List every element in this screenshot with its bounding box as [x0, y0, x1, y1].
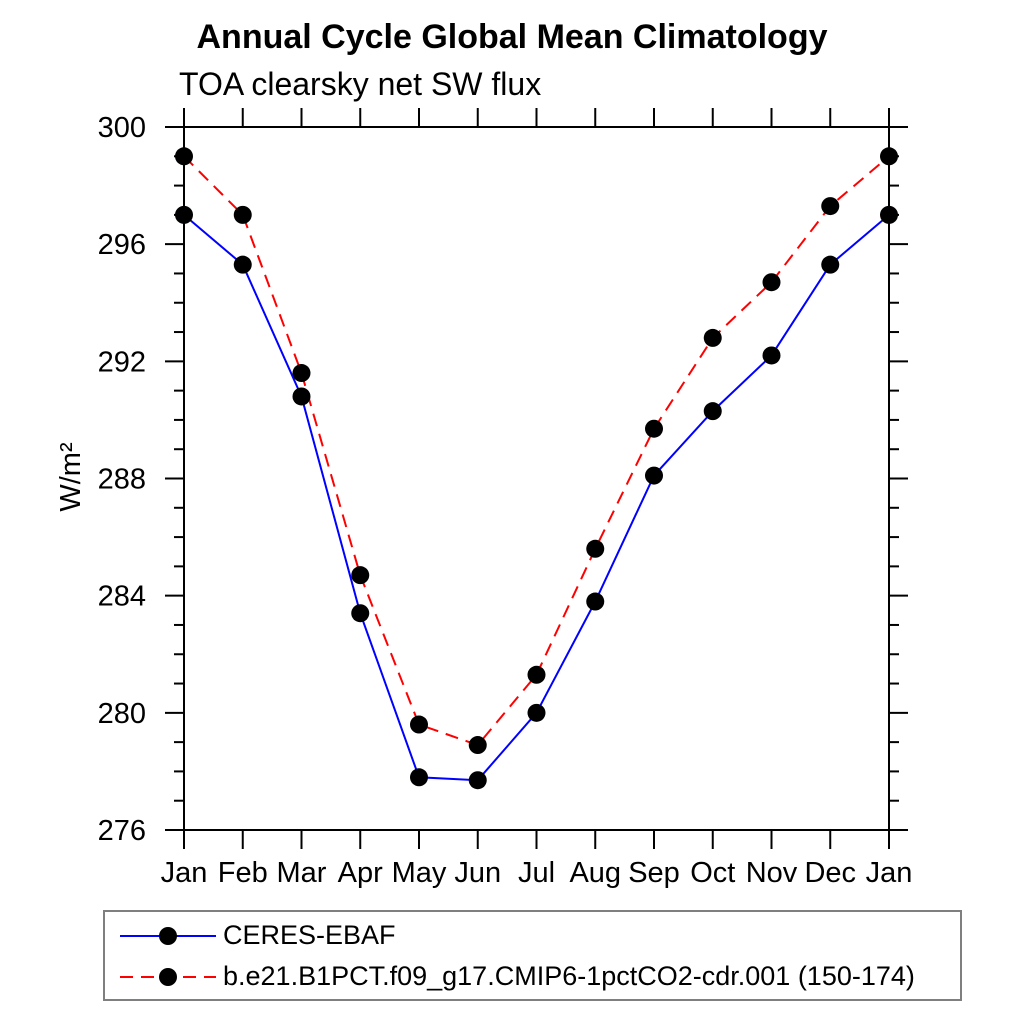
- x-tick-label-11: Dec: [804, 857, 856, 889]
- series-marker-0-2: [292, 387, 311, 406]
- series-marker-0-8: [645, 466, 663, 485]
- x-tick-label-7: Aug: [569, 857, 621, 889]
- y-tick-label-280: 280: [98, 698, 146, 730]
- series-marker-1-12: [880, 147, 898, 166]
- legend-item-ceres-ebaf: CERES-EBAF: [105, 915, 960, 956]
- series-marker-1-7: [586, 539, 605, 558]
- legend-item-model: b.e21.B1PCT.f09_g17.CMIP6-1pctCO2-cdr.00…: [105, 956, 960, 997]
- y-tick-label-284: 284: [98, 581, 146, 613]
- series-marker-0-3: [351, 604, 370, 623]
- series-marker-1-6: [527, 665, 546, 684]
- legend-sample-model: [120, 967, 216, 986]
- series-marker-1-1: [233, 205, 252, 224]
- x-tick-label-8: Sep: [628, 857, 680, 889]
- series-marker-0-10: [762, 346, 781, 365]
- chart-title: Annual Cycle Global Mean Climatology: [196, 18, 828, 56]
- series-marker-1-5: [468, 736, 487, 755]
- series-line-1: [183, 155, 890, 747]
- y-tick-label-288: 288: [98, 464, 146, 496]
- y-tick-label-296: 296: [98, 229, 146, 261]
- y-tick-label-292: 292: [98, 346, 146, 378]
- plot-frame: [183, 126, 890, 831]
- series-marker-0-11: [821, 255, 840, 274]
- series-line-0: [183, 214, 890, 782]
- series-marker-0-9: [703, 402, 722, 421]
- series-marker-0-1: [233, 255, 252, 274]
- x-tick-label-0: Jan: [161, 857, 208, 889]
- x-tick-label-5: Jun: [454, 857, 501, 889]
- x-tick-label-1: Feb: [218, 857, 268, 889]
- legend-sample-ceres-ebaf: [120, 926, 216, 945]
- y-tick-label-276: 276: [98, 815, 146, 847]
- series-marker-1-11: [821, 197, 840, 216]
- legend-box: CERES-EBAF b.e21.B1PCT.f09_g17.CMIP6-1pc…: [103, 910, 962, 1001]
- legend-label-model: b.e21.B1PCT.f09_g17.CMIP6-1pctCO2-cdr.00…: [223, 961, 915, 991]
- series-marker-0-6: [527, 703, 546, 722]
- y-tick-label-300: 300: [98, 112, 146, 144]
- series-marker-0-7: [586, 592, 605, 611]
- x-tick-label-9: Oct: [690, 857, 735, 889]
- chart-subtitle: TOA clearsky net SW flux: [179, 66, 542, 102]
- legend-marker-icon: [159, 926, 177, 945]
- legend-label-ceres-ebaf: CERES-EBAF: [223, 920, 396, 950]
- series-marker-1-2: [292, 364, 311, 383]
- series-marker-1-4: [410, 715, 428, 734]
- series-marker-0-5: [468, 771, 487, 790]
- x-tick-label-4: May: [392, 857, 447, 889]
- series-marker-1-8: [645, 419, 663, 438]
- x-tick-label-10: Nov: [746, 857, 798, 889]
- series-marker-1-3: [351, 566, 370, 585]
- series-marker-1-9: [703, 328, 722, 347]
- series-marker-0-0: [175, 205, 193, 224]
- series-marker-0-4: [410, 768, 428, 787]
- series-marker-0-12: [880, 205, 898, 224]
- x-tick-label-2: Mar: [277, 857, 327, 889]
- series-marker-1-0: [175, 147, 193, 166]
- x-tick-label-3: Apr: [338, 857, 383, 889]
- series-marker-1-10: [762, 273, 781, 292]
- legend-marker-icon: [159, 967, 177, 986]
- x-tick-label-12: Jan: [866, 857, 913, 889]
- x-tick-label-6: Jul: [518, 857, 555, 889]
